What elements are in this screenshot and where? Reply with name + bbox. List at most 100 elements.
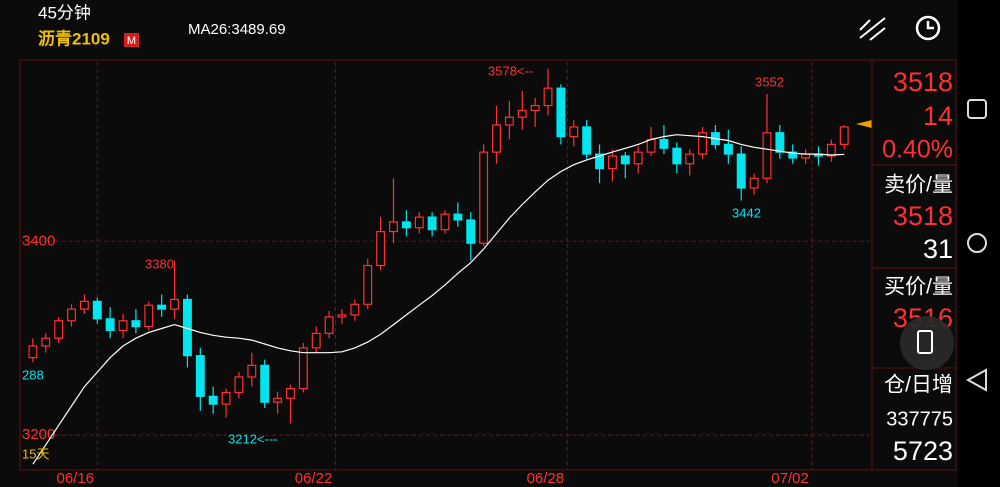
candle-body bbox=[504, 116, 514, 126]
candle-body bbox=[517, 109, 527, 118]
oi: 337775 bbox=[886, 408, 953, 430]
candle-body bbox=[41, 337, 51, 347]
nav-bar bbox=[958, 0, 1000, 487]
app-bg bbox=[0, 0, 958, 487]
candle-body bbox=[144, 304, 154, 328]
plot: 3200 3400 06/16 06/22 06/28 07/02 3578<-- 3380 3… bbox=[20, 62, 872, 487]
annotation: 288 bbox=[22, 367, 44, 382]
candle-body bbox=[479, 151, 489, 244]
candle-body bbox=[350, 303, 360, 316]
annotation: 3552 bbox=[755, 74, 784, 89]
price: 3518 bbox=[893, 67, 953, 97]
candle-body bbox=[453, 213, 463, 221]
candle-body bbox=[723, 143, 733, 155]
candle-body bbox=[79, 300, 89, 310]
annotation: 3212<--- bbox=[228, 431, 278, 446]
change-pct: 0.40% bbox=[882, 136, 953, 164]
ask-label: 卖价/量 bbox=[884, 174, 953, 197]
x-tick-label: 06/22 bbox=[295, 470, 333, 487]
candle-body bbox=[234, 376, 244, 394]
badge: M bbox=[127, 35, 136, 47]
candle-body bbox=[556, 87, 566, 138]
candle-body bbox=[826, 143, 836, 157]
bid-label: 买价/量 bbox=[884, 276, 953, 299]
range-label: 15天 bbox=[22, 446, 49, 461]
candle-body bbox=[311, 332, 321, 349]
candle-body bbox=[543, 87, 553, 107]
candle-body bbox=[208, 395, 218, 405]
period[interactable]: 45分钟 bbox=[38, 3, 91, 22]
draw-tool[interactable] bbox=[859, 17, 886, 41]
candle-body bbox=[633, 151, 643, 165]
candle-body bbox=[376, 230, 386, 267]
y-tick-label: 3200 bbox=[22, 426, 55, 443]
candle-body bbox=[698, 132, 708, 155]
symbol[interactable]: 沥青2109 bbox=[38, 28, 110, 48]
candle-body bbox=[247, 364, 257, 378]
candle-body bbox=[736, 153, 746, 189]
candle-body bbox=[582, 126, 592, 155]
candle-body bbox=[157, 304, 167, 310]
candle-body bbox=[607, 155, 617, 170]
candle-body bbox=[298, 347, 308, 390]
nav-recents[interactable] bbox=[967, 99, 987, 119]
panel: 3518 14 0.40% 卖价/量 3518 31 买价/量 3516 仓/日… bbox=[871, 59, 957, 471]
candle-body bbox=[118, 320, 128, 332]
candle-body bbox=[54, 320, 64, 339]
candle-body bbox=[659, 138, 669, 149]
clock-icon[interactable] bbox=[915, 15, 941, 41]
candle-body bbox=[788, 151, 798, 159]
annotation: 3578<-- bbox=[488, 63, 533, 78]
x-tick-label: 06/16 bbox=[56, 470, 94, 487]
clock-hands bbox=[926, 21, 934, 30]
candle-body bbox=[389, 221, 398, 233]
candle-body bbox=[762, 132, 772, 179]
x-tick-label: 07/02 bbox=[771, 470, 809, 487]
candle-body bbox=[569, 126, 579, 138]
ask-vol: 31 bbox=[923, 234, 953, 264]
candle-body bbox=[273, 397, 283, 403]
candle-body bbox=[170, 298, 180, 310]
candle-body bbox=[414, 216, 424, 229]
ask-price: 3518 bbox=[893, 201, 953, 231]
candle-body bbox=[672, 147, 682, 165]
candle-body bbox=[466, 219, 476, 244]
candle-body bbox=[105, 318, 115, 332]
candle-body bbox=[401, 221, 411, 229]
candle-body bbox=[363, 264, 373, 305]
indicator: MA26:3489.69 bbox=[188, 21, 286, 38]
candle-body bbox=[620, 155, 630, 165]
annotation: 3442 bbox=[732, 205, 761, 220]
panel-frame bbox=[871, 59, 957, 471]
change: 14 bbox=[923, 101, 953, 131]
rotate-icon bbox=[917, 330, 933, 354]
candle-body bbox=[492, 124, 501, 153]
candle-body bbox=[749, 177, 759, 189]
candle-body bbox=[67, 308, 76, 322]
last-price-marker bbox=[856, 120, 872, 128]
ma-line bbox=[32, 134, 845, 465]
candle-body bbox=[839, 126, 849, 145]
candle-body bbox=[646, 138, 656, 153]
candle-body bbox=[324, 316, 334, 334]
candle-body bbox=[131, 320, 141, 328]
candle-body bbox=[221, 391, 231, 405]
candle-body bbox=[685, 153, 695, 165]
rotate-button[interactable] bbox=[900, 316, 954, 370]
y-tick-label: 3400 bbox=[22, 232, 55, 249]
candle-body bbox=[195, 355, 205, 397]
oi-label: 仓/日增 bbox=[884, 374, 953, 397]
badge-bg bbox=[124, 33, 139, 47]
candle-body bbox=[427, 216, 437, 231]
candle-body bbox=[337, 314, 347, 318]
x-tick-label: 06/28 bbox=[527, 470, 565, 487]
candle-body bbox=[260, 364, 270, 403]
oi-change: 5723 bbox=[893, 436, 953, 466]
nav-back[interactable] bbox=[965, 368, 987, 392]
candle-body bbox=[28, 345, 38, 359]
nav-home[interactable] bbox=[967, 233, 987, 253]
candle-body bbox=[530, 105, 540, 112]
candle-body bbox=[595, 153, 605, 170]
candle-body bbox=[440, 213, 450, 231]
